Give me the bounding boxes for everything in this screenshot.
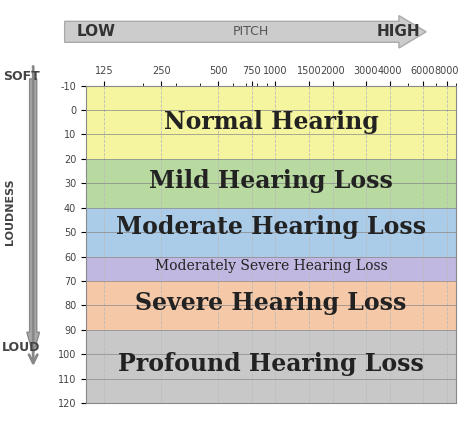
Bar — [86, 208, 456, 257]
Bar — [86, 159, 456, 208]
Text: Moderately Severe Hearing Loss: Moderately Severe Hearing Loss — [155, 259, 388, 273]
Bar — [86, 86, 456, 159]
Text: Profound Hearing Loss: Profound Hearing Loss — [118, 352, 424, 376]
Text: HIGH: HIGH — [377, 24, 421, 39]
Text: PITCH: PITCH — [233, 25, 269, 38]
FancyArrow shape — [27, 79, 39, 354]
Text: SOFT: SOFT — [3, 70, 40, 83]
FancyArrow shape — [64, 16, 426, 48]
Text: Moderate Hearing Loss: Moderate Hearing Loss — [116, 215, 426, 239]
Text: LOUDNESS: LOUDNESS — [5, 179, 16, 245]
Bar — [86, 281, 456, 330]
Text: Normal Hearing: Normal Hearing — [164, 110, 379, 134]
Bar — [86, 257, 456, 281]
Text: LOUD: LOUD — [2, 341, 40, 354]
Text: Severe Hearing Loss: Severe Hearing Loss — [136, 291, 407, 315]
Text: LOW: LOW — [76, 24, 115, 39]
Text: Mild Hearing Loss: Mild Hearing Loss — [149, 169, 393, 193]
Bar — [86, 330, 456, 403]
